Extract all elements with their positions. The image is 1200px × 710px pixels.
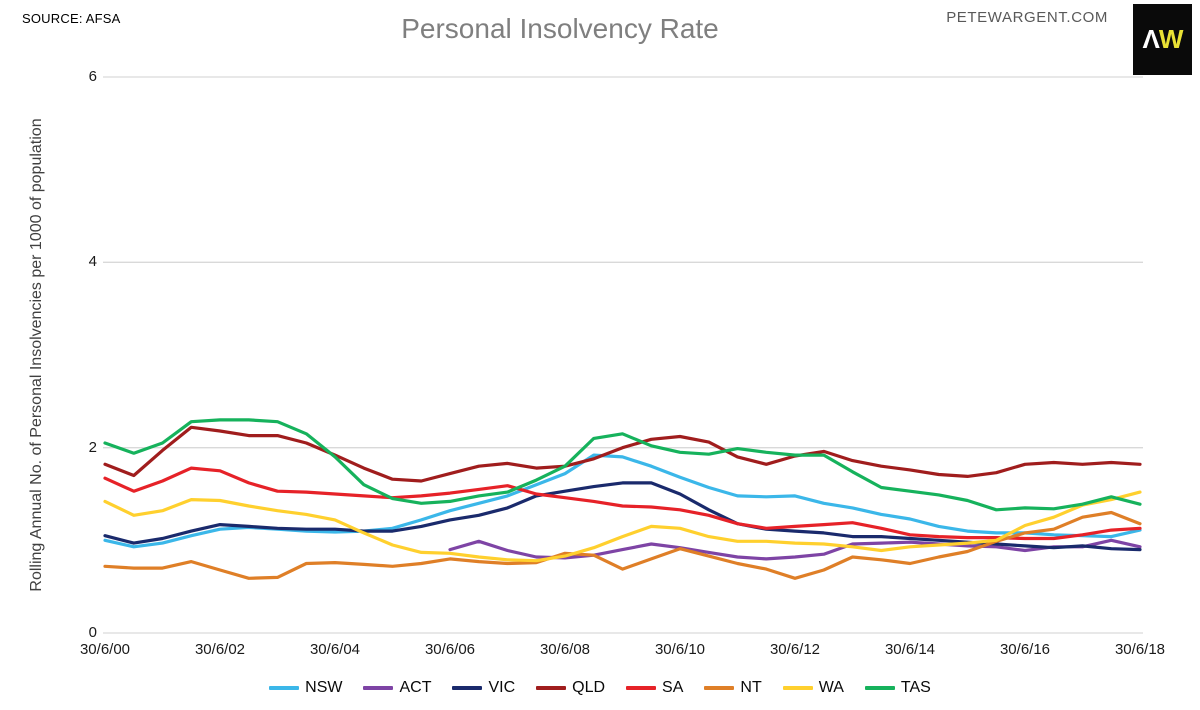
legend-label-act: ACT <box>399 679 432 696</box>
legend-item-nt: NT <box>704 679 762 697</box>
legend-label-nt: NT <box>740 679 762 696</box>
page-title: Personal Insolvency Rate <box>401 13 719 44</box>
legend-item-act: ACT <box>363 679 431 697</box>
y-tick-label-2: 2 <box>88 438 97 456</box>
y-tick-label-0: 0 <box>88 624 97 641</box>
legend-label-sa: SA <box>662 679 684 696</box>
legend-label-tas: TAS <box>900 679 931 696</box>
series-line-act <box>448 538 1142 561</box>
legend-item-wa: WA <box>782 679 844 697</box>
legend-swatch-tas <box>864 686 895 690</box>
x-tick-label-30-6-10: 30/6/10 <box>654 641 706 658</box>
y-tick-label-6: 6 <box>88 68 97 85</box>
y-tick-label-4: 4 <box>88 253 97 271</box>
legend-label-wa: WA <box>818 679 844 696</box>
x-tick-label-30-6-02: 30/6/02 <box>194 641 246 658</box>
x-tick-label-30-6-14: 30/6/14 <box>884 641 936 658</box>
x-tick-label-30-6-18: 30/6/18 <box>1114 641 1166 658</box>
x-tick-label-30-6-16: 30/6/16 <box>999 641 1051 658</box>
series-line-sa <box>103 466 1142 541</box>
legend-item-qld: QLD <box>536 679 605 697</box>
x-tick-label-30-6-00: 30/6/00 <box>79 641 131 658</box>
website-label: PETEWARGENT.COM <box>946 9 1108 26</box>
legend-item-tas: TAS <box>864 679 931 697</box>
legend-item-vic: VIC <box>452 679 515 697</box>
series-line-nsw <box>103 453 1142 549</box>
legend-item-nsw: NSW <box>269 679 342 697</box>
series-line-qld <box>103 425 1142 483</box>
x-tick-label-30-6-08: 30/6/08 <box>539 641 591 658</box>
legend-item-sa: SA <box>626 679 683 697</box>
logo-letter-lambda: Λ <box>1142 24 1160 54</box>
series-line-wa <box>103 490 1142 563</box>
chart-legend: NSW ACT VIC QLD SA NT WA TAS <box>0 679 1200 697</box>
legend-swatch-sa <box>626 686 657 690</box>
legend-swatch-nt <box>704 686 735 690</box>
legend-label-nsw: NSW <box>305 679 343 696</box>
legend-swatch-nsw <box>269 686 300 690</box>
legend-swatch-vic <box>452 686 483 690</box>
x-tick-label-30-6-04: 30/6/04 <box>309 641 361 658</box>
x-tick-label-30-6-06: 30/6/06 <box>424 641 476 658</box>
legend-swatch-act <box>363 686 394 690</box>
source-label: SOURCE: AFSA <box>22 11 121 26</box>
logo-letter-w: W <box>1158 24 1184 54</box>
legend-swatch-wa <box>782 686 813 690</box>
legend-label-qld: QLD <box>572 679 606 696</box>
series-line-vic <box>103 481 1142 552</box>
x-tick-label-30-6-12: 30/6/12 <box>769 641 821 658</box>
legend-swatch-qld <box>536 686 567 690</box>
legend-label-vic: VIC <box>488 679 516 696</box>
series-line-nt <box>103 510 1142 580</box>
series-line-tas <box>103 418 1142 512</box>
